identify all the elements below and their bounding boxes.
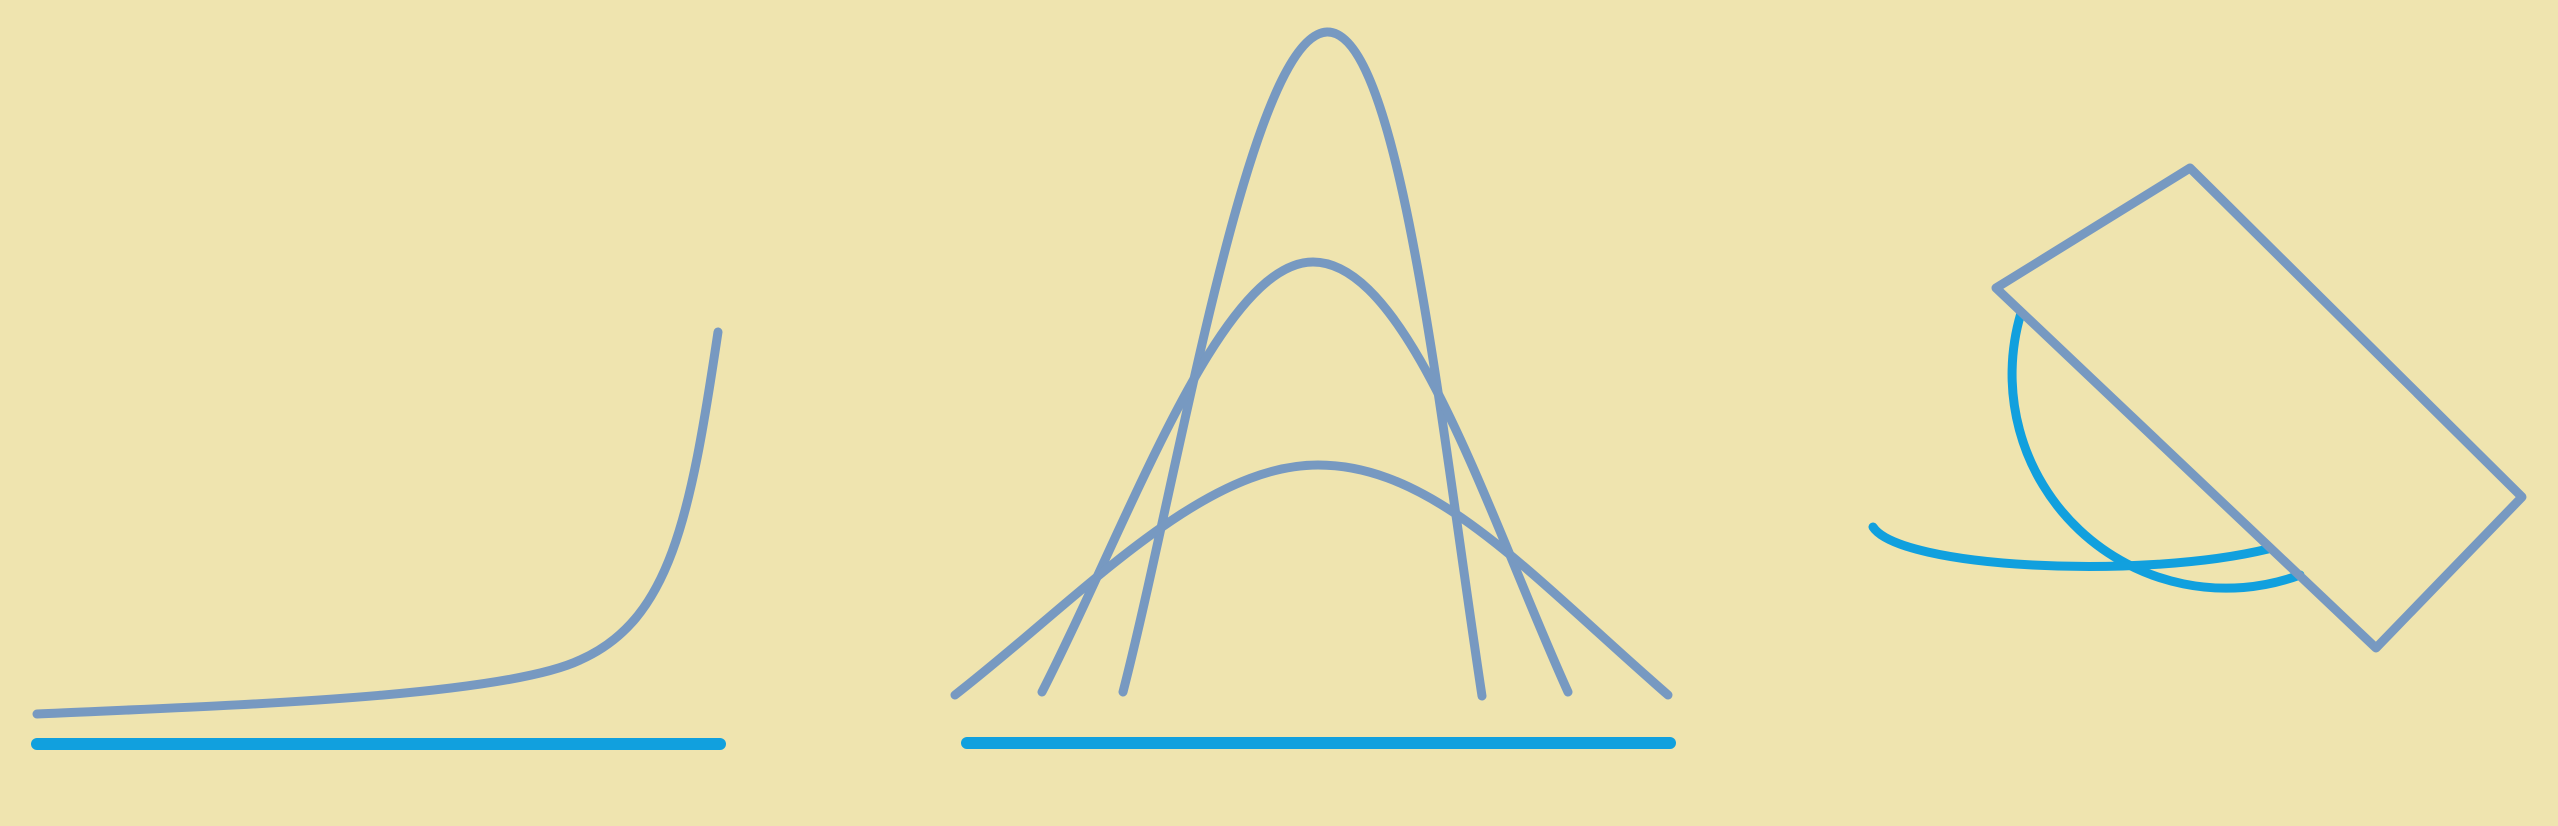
bell-curve-medium [1037,257,1573,697]
bell-curves-icon [950,27,1676,749]
sphere-and-cylinder-icon [1868,163,2527,653]
exponential-curve [32,327,723,719]
bell-curve-wide [950,460,1673,700]
bell-curve-narrow [1118,27,1487,701]
tilted-prism [1991,163,2527,653]
exponential-curve-icon [31,327,726,750]
sphere-outline [2007,308,2305,593]
sphere-equator [1868,522,2273,571]
